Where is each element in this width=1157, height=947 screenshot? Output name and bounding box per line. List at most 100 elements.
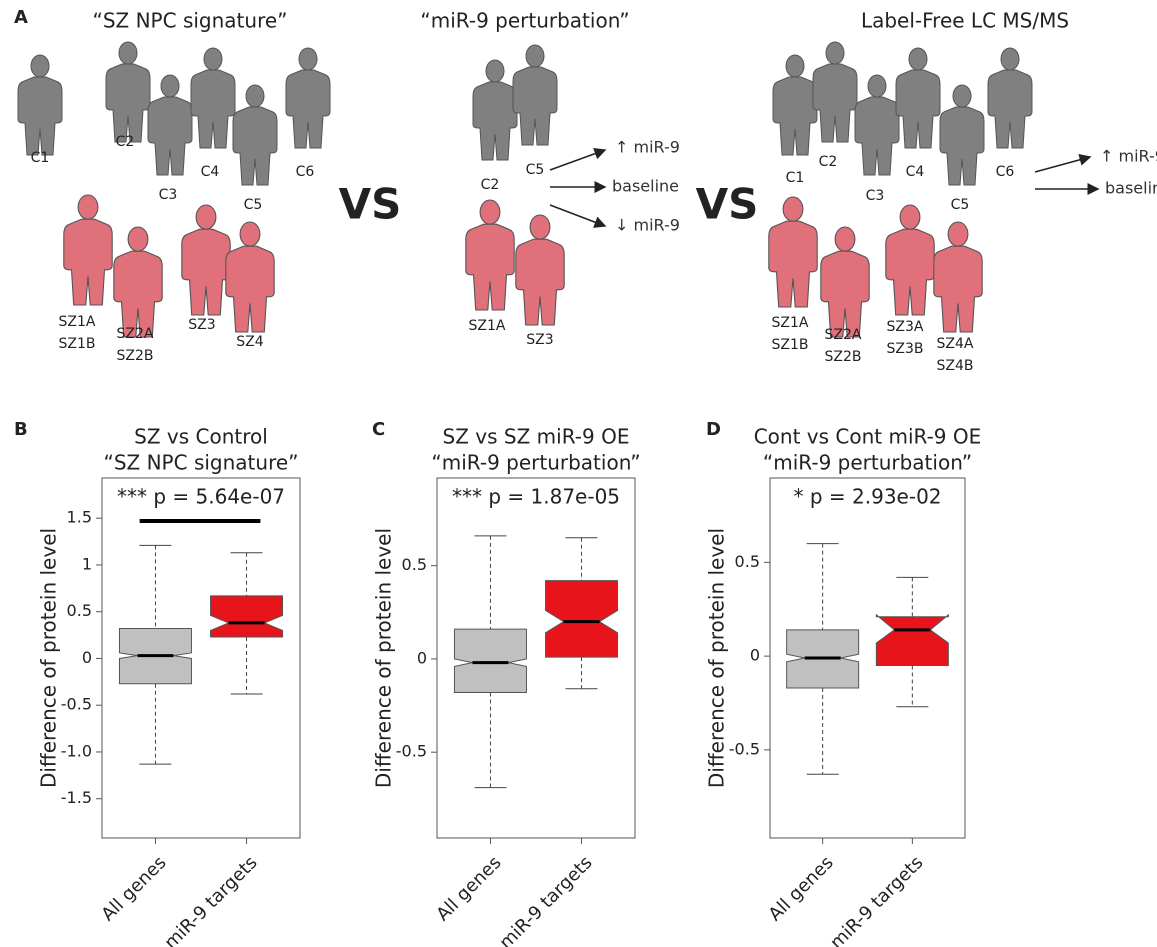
- person-label: C2: [481, 177, 500, 193]
- person-head: [900, 205, 920, 229]
- person-body: [473, 82, 517, 160]
- y-tick-label: -1.0: [61, 741, 92, 760]
- group-title: Label-Free LC MS/MS: [861, 9, 1069, 33]
- person-label: C2: [116, 134, 135, 150]
- y-tick-label: -0.5: [61, 695, 92, 714]
- person-icon: [473, 60, 517, 160]
- person-head: [953, 85, 971, 107]
- person-head: [909, 48, 927, 70]
- panel-label: D: [706, 419, 721, 440]
- x-tick-label: All genes: [97, 852, 170, 925]
- person-body: [773, 77, 817, 155]
- box: [546, 581, 618, 657]
- y-tick-label: 0: [82, 648, 92, 667]
- arrow-label: ↑ miR-9: [615, 138, 680, 157]
- x-tick-label: All genes: [432, 852, 505, 925]
- y-axis-label: Difference of protein level: [37, 528, 61, 788]
- person-head: [128, 227, 148, 251]
- person-icon: [886, 205, 934, 315]
- person-label: SZ3A: [887, 319, 924, 335]
- person-icon: [182, 205, 230, 315]
- person-head: [783, 197, 803, 221]
- person-head: [530, 215, 550, 239]
- person-body: [114, 251, 162, 337]
- person-head: [868, 75, 886, 97]
- person-label: SZ1A: [772, 315, 809, 331]
- chart-title: SZ vs SZ miR-9 OE: [443, 425, 630, 449]
- person-body: [148, 97, 192, 175]
- person-body: [886, 229, 934, 315]
- person-head: [480, 200, 500, 224]
- person-head: [786, 55, 804, 77]
- person-label: C5: [244, 197, 263, 213]
- vs-label: VS: [339, 180, 402, 229]
- person-label: C6: [296, 164, 315, 180]
- x-tick-label: miR-9 targets: [826, 852, 927, 947]
- person-body: [513, 67, 557, 145]
- person-label: SZ2A: [825, 327, 862, 343]
- y-tick-label: 0.5: [402, 555, 427, 574]
- vs-label: VS: [696, 180, 759, 229]
- person-icon: [516, 215, 564, 325]
- arrow-label: ↑ miR-9: [1100, 147, 1157, 166]
- x-tick-label: miR-9 targets: [495, 852, 596, 947]
- person-head: [204, 48, 222, 70]
- person-icon: [821, 227, 869, 337]
- person-label: C6: [996, 164, 1015, 180]
- box: [454, 629, 526, 692]
- person-body: [988, 70, 1032, 148]
- person-head: [835, 227, 855, 251]
- person-label: SZ4A: [937, 336, 974, 352]
- person-head: [1001, 48, 1019, 70]
- person-icon: [988, 48, 1032, 148]
- panel-label: C: [372, 419, 385, 440]
- y-tick-label: 0: [750, 646, 760, 665]
- person-head: [196, 205, 216, 229]
- person-icon: [106, 42, 150, 142]
- person-label: C3: [159, 187, 178, 203]
- person-body: [813, 64, 857, 142]
- person-icon: [148, 75, 192, 175]
- group-title: “miR-9 perturbation”: [420, 9, 629, 33]
- person-head: [526, 45, 544, 67]
- person-body: [934, 246, 982, 332]
- y-tick-label: 1: [82, 554, 92, 573]
- person-body: [233, 107, 277, 185]
- person-icon: [813, 42, 857, 142]
- person-icon: [773, 55, 817, 155]
- person-label: SZ2B: [117, 348, 154, 364]
- person-label: C5: [951, 197, 970, 213]
- person-body: [18, 77, 62, 155]
- person-label: SZ3: [188, 317, 215, 333]
- person-head: [119, 42, 137, 64]
- chart-subtitle: “miR-9 perturbation”: [431, 451, 640, 475]
- person-label: C2: [819, 154, 838, 170]
- person-icon: [233, 85, 277, 185]
- person-body: [191, 70, 235, 148]
- panel-label: B: [14, 419, 28, 440]
- annotation: *** p = 1.87e-05: [452, 485, 620, 509]
- person-icon: [855, 75, 899, 175]
- person-body: [286, 70, 330, 148]
- person-head: [240, 222, 260, 246]
- arrow-label: baseline: [612, 177, 679, 196]
- person-icon: [769, 197, 817, 307]
- box: [876, 615, 948, 666]
- person-head: [826, 42, 844, 64]
- y-tick-label: 1.5: [67, 508, 92, 527]
- annotation: * p = 2.93e-02: [793, 485, 941, 509]
- person-head: [948, 222, 968, 246]
- person-label: SZ4: [236, 334, 263, 350]
- person-head: [161, 75, 179, 97]
- person-label: SZ3: [526, 332, 553, 348]
- person-label: C3: [866, 188, 885, 204]
- person-label: SZ1A: [469, 318, 506, 334]
- person-body: [182, 229, 230, 315]
- person-label: C1: [786, 170, 805, 186]
- person-label: SZ4B: [937, 358, 974, 374]
- person-label: SZ1B: [59, 336, 96, 352]
- person-body: [106, 64, 150, 142]
- chart-title: SZ vs Control: [134, 425, 268, 449]
- person-head: [31, 55, 49, 77]
- arrow: [550, 150, 605, 170]
